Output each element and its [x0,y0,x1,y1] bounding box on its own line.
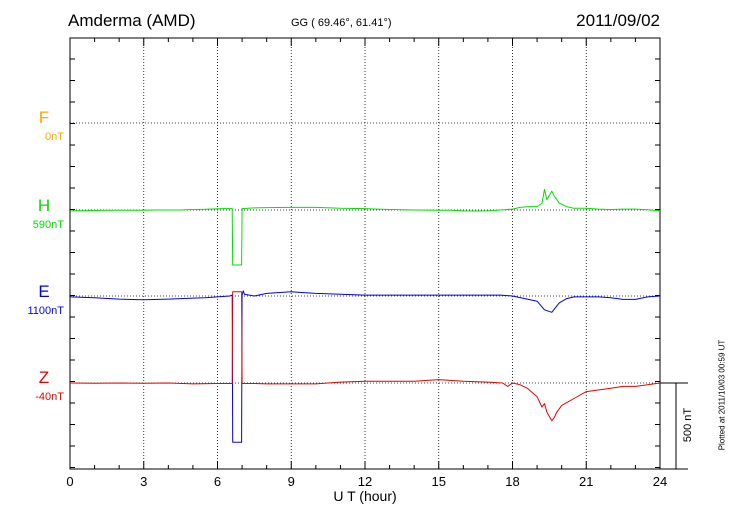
trace-z [69,291,661,422]
x-tick-label: 15 [431,474,446,489]
trace-h [69,188,661,266]
x-tick-label: 3 [140,474,148,489]
scale-bar-label: 500 nT [682,407,694,443]
station-title: Amderma (AMD) [68,11,196,30]
x-tick-label: 24 [652,474,668,489]
plotted-timestamp: Plotted at 2011/10/03 00:59 UT [717,339,727,451]
plot-date: 2011/09/02 [576,11,660,30]
x-tick-label: 0 [66,474,74,489]
x-tick-label: 12 [357,474,373,489]
scale-bar [660,382,688,470]
traces [69,188,661,443]
channel-label-f: F [38,108,50,127]
axis-ticks [69,38,661,469]
channel-baseline-z: -40nT [35,391,64,403]
trace-e [69,290,661,443]
station-coordinates: GG ( 69.46°, 61.41°) [291,17,392,29]
x-tick-label: 21 [579,474,594,489]
channel-baseline-h: 590nT [32,219,64,231]
channel-label-h: H [37,196,51,215]
x-tick-label: 9 [287,474,295,489]
x-axis-label: U T (hour) [333,488,397,504]
channel-label-e: E [38,282,50,301]
channel-label-z: Z [38,368,50,387]
channel-baseline-f: 0nT [45,131,64,143]
grid-lines [70,38,660,469]
x-tick-label: 18 [505,474,520,489]
x-tick-label: 6 [213,474,222,489]
channel-baseline-e: 1100nT [27,305,65,317]
